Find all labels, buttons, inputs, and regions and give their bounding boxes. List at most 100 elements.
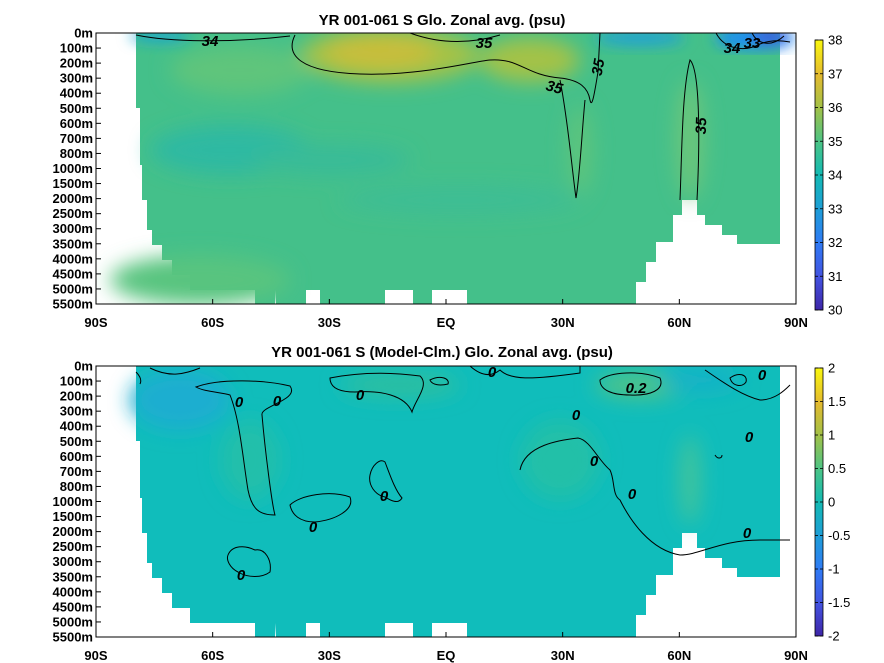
contour-label: 35 — [589, 57, 609, 77]
y-tick-label: 200m — [60, 56, 93, 71]
contour-label: 0 — [356, 387, 365, 404]
colorbar-tick-label: 33 — [828, 201, 842, 216]
y-tick-label: 800m — [60, 479, 93, 494]
y-tick-label: 3500m — [53, 569, 93, 584]
panel-2-x-axis: 90S 60S 30S EQ 30N 60N 90N — [84, 632, 808, 663]
colorbar-tick-label: 0.5 — [828, 461, 846, 476]
panel-1-contour-labels: 34 35 35 35 35 34 33 — [202, 33, 761, 134]
y-tick-label: 100m — [60, 41, 93, 56]
panel-2: YR 001-061 S (Model-Clm.) Glo. Zonal avg… — [53, 344, 851, 663]
contour-label: 33 — [744, 35, 761, 52]
y-tick-label: 1000m — [53, 494, 93, 509]
colorbar-tick-label: 31 — [828, 269, 842, 284]
contour-label: 0 — [380, 488, 389, 505]
colorbar-tick-label: 37 — [828, 66, 842, 81]
panel-1-anomalies — [110, 33, 704, 304]
y-tick-label: 5500m — [53, 630, 93, 645]
y-tick-label: 600m — [60, 449, 93, 464]
colorbar-tick-label: 38 — [828, 33, 842, 48]
x-tick-label: 30N — [551, 648, 575, 663]
y-tick-label: 1500m — [53, 509, 93, 524]
contour-label: 0 — [273, 393, 282, 410]
y-tick-label: 300m — [60, 71, 93, 86]
contour-label: 0 — [235, 394, 244, 411]
y-tick-label: 0m — [74, 359, 93, 374]
contour-label: 0 — [743, 525, 752, 542]
y-tick-label: 5000m — [53, 614, 93, 629]
y-tick-label: 5000m — [53, 281, 93, 296]
panel-1-ocean-mask — [136, 33, 780, 304]
y-tick-label: 700m — [60, 464, 93, 479]
panel-2-contour-labels: 0 0 0 0.2 0 0 0 0 0 0 0 0 0 0 — [235, 364, 767, 584]
x-tick-label: 60N — [667, 648, 691, 663]
panel-2-title: YR 001-061 S (Model-Clm.) Glo. Zonal avg… — [271, 344, 613, 361]
contour-label: 0 — [309, 519, 318, 536]
y-tick-label: 4500m — [53, 599, 93, 614]
panel-1-colorbar: 38 37 36 35 34 33 32 31 30 — [814, 33, 842, 318]
contour-label: 34 — [724, 40, 741, 57]
colorbar-tick-label: 35 — [828, 134, 842, 149]
y-tick-label: 2500m — [53, 206, 93, 221]
y-tick-label: 0m — [74, 26, 93, 41]
y-tick-label: 200m — [60, 389, 93, 404]
colorbar-tick-label: 36 — [828, 100, 842, 115]
y-tick-label: 2500m — [53, 539, 93, 554]
y-tick-label: 4000m — [53, 251, 93, 266]
panel-2-colorbar: 2 1.5 1 0.5 0 -0.5 -1 -1.5 -2 — [814, 361, 850, 644]
y-tick-label: 3500m — [53, 236, 93, 251]
colorbar-tick-label: 1 — [828, 428, 835, 443]
colorbar-tick-label: 1.5 — [828, 394, 846, 409]
contour-label: 0 — [488, 364, 497, 381]
x-tick-label: EQ — [437, 648, 456, 663]
x-tick-label: 30S — [318, 315, 341, 330]
y-tick-label: 100m — [60, 374, 93, 389]
colorbar-tick-label: 34 — [828, 168, 842, 183]
x-tick-label: 30N — [551, 315, 575, 330]
colorbar-tick-label: 30 — [828, 303, 842, 318]
panel-1-x-axis: 90S 60S 30S EQ 30N 60N 90N — [84, 299, 808, 330]
y-tick-label: 2000m — [53, 524, 93, 539]
x-tick-label: 90N — [784, 315, 808, 330]
y-tick-label: 1500m — [53, 176, 93, 191]
contour-label: 0 — [237, 567, 246, 584]
colorbar-tick-label: -0.5 — [828, 528, 850, 543]
y-tick-label: 500m — [60, 101, 93, 116]
contour-label: 0 — [590, 453, 599, 470]
contour-label: 0 — [758, 367, 767, 384]
y-tick-label: 600m — [60, 116, 93, 131]
colorbar-tick-label: 0 — [828, 495, 835, 510]
y-tick-label: 400m — [60, 419, 93, 434]
y-tick-label: 5500m — [53, 297, 93, 312]
contour-label: 0 — [572, 407, 581, 424]
panel-1-arctic-fresh — [130, 33, 795, 50]
x-tick-label: EQ — [437, 315, 456, 330]
y-tick-label: 700m — [60, 131, 93, 146]
contour-label: 35 — [476, 35, 493, 52]
panel-1: YR 001-061 S Glo. Zonal avg. (psu) — [53, 12, 843, 330]
panel-2-ocean-mask — [136, 366, 780, 637]
x-tick-label: 60S — [201, 648, 224, 663]
contour-label: 35 — [693, 117, 711, 135]
y-tick-label: 400m — [60, 86, 93, 101]
contour-label: 0.2 — [626, 380, 648, 397]
contour-label: 35 — [544, 77, 565, 98]
panel-2-y-axis: 0m100m200m300m400m500m600m700m800m1000m1… — [53, 359, 101, 645]
y-tick-label: 1000m — [53, 161, 93, 176]
panel-2-contours — [135, 366, 791, 577]
y-tick-label: 2000m — [53, 191, 93, 206]
contour-label: 34 — [202, 33, 219, 50]
colorbar-tick-label: -1.5 — [828, 595, 850, 610]
contour-label: 0 — [745, 429, 754, 446]
x-tick-label: 60N — [667, 315, 691, 330]
x-tick-label: 90S — [84, 315, 107, 330]
colorbar-tick-label: 2 — [828, 361, 835, 376]
panel-2-anomalies — [130, 368, 740, 525]
x-tick-label: 60S — [201, 315, 224, 330]
colorbar-tick-label: -1 — [828, 562, 840, 577]
x-tick-label: 90S — [84, 648, 107, 663]
panel-2-field: 0 0 0 0.2 0 0 0 0 0 0 0 0 0 0 — [96, 364, 796, 637]
x-tick-label: 90N — [784, 648, 808, 663]
panel-1-y-axis: 0m100m200m300m400m500m600m700m800m1000m1… — [53, 26, 101, 312]
panel-1-contours — [135, 33, 791, 201]
panel-1-field: 34 35 35 35 35 34 33 — [96, 33, 796, 304]
